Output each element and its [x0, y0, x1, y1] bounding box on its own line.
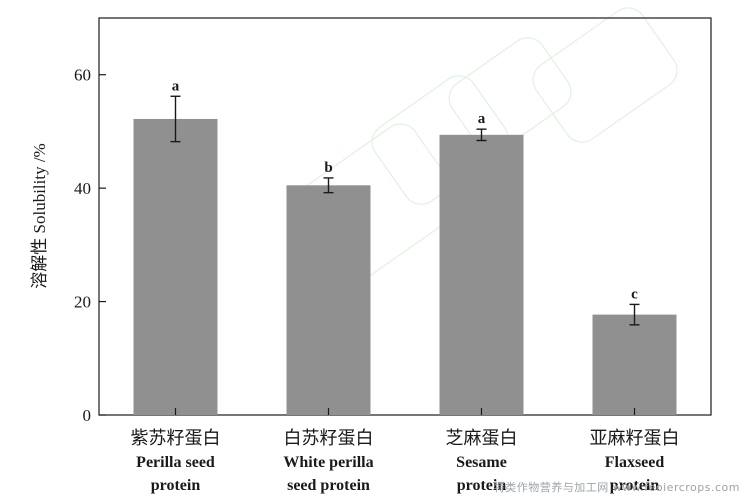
watermark-text: 特类作物营养与加工网 www.feoiercrops.com: [493, 481, 740, 494]
significance-label: b: [324, 160, 332, 176]
x-tick-label: Perilla seed: [136, 454, 215, 471]
y-tick-label: 20: [74, 293, 91, 312]
x-tick-label: 紫苏籽蛋白: [131, 428, 221, 448]
bar: [133, 118, 218, 416]
decor-shape: [448, 37, 572, 153]
decor-shape: [532, 7, 678, 143]
bars-layer: a b a c: [133, 78, 677, 416]
x-tick-label: protein: [610, 477, 660, 494]
x-tick-label: 芝麻蛋白: [446, 428, 518, 448]
bar: [592, 314, 677, 415]
y-axis: 0 20 40 60: [74, 66, 106, 425]
x-tick-label: protein: [151, 477, 201, 494]
y-axis-label: 溶解性 Solubility /%: [30, 143, 49, 288]
x-tick-label: 亚麻籽蛋白: [590, 428, 680, 448]
x-tick-label: seed protein: [287, 477, 370, 494]
x-tick-label: protein: [457, 477, 507, 494]
x-tick-label: Flaxseed: [605, 454, 665, 471]
x-tick-label: White perilla: [283, 454, 373, 471]
significance-label: a: [172, 78, 180, 94]
plot-frame: [98, 17, 712, 416]
significance-label: c: [631, 286, 638, 302]
x-tick-label: 白苏籽蛋白: [284, 428, 374, 448]
y-tick-label: 60: [74, 66, 91, 85]
x-axis: 紫苏籽蛋白 Perilla seed protein 白苏籽蛋白 White peril…: [131, 408, 680, 494]
bar: [286, 185, 371, 415]
y-tick-label: 0: [83, 406, 92, 425]
x-tick-label: Sesame: [456, 454, 507, 471]
bar: [439, 134, 524, 415]
significance-label: a: [478, 111, 486, 127]
y-tick-label: 40: [74, 179, 91, 198]
